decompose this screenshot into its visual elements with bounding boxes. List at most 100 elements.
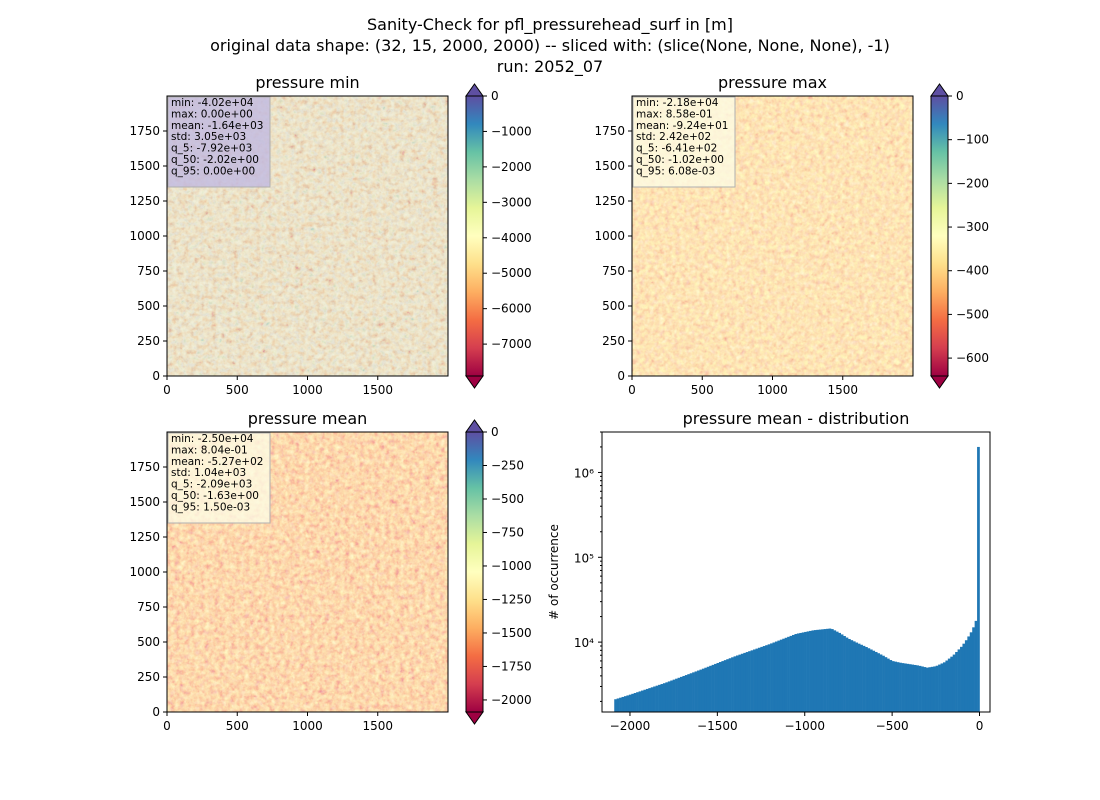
stats-box-background — [632, 96, 736, 188]
histogram-bar — [694, 671, 698, 712]
panel-title: pressure mean - distribution — [683, 409, 910, 428]
histogram-bar — [823, 629, 827, 712]
y-tick-label: 1500 — [129, 495, 160, 509]
colorbar-extend-max — [465, 419, 484, 433]
colorbar-extend-min — [465, 375, 484, 389]
histogram-bar — [687, 674, 691, 712]
histogram-bar — [904, 663, 907, 712]
histogram-bar — [923, 667, 927, 712]
stats-line: mean: -9.24e+01 — [636, 120, 728, 132]
y-tick-label: 1750 — [594, 124, 625, 138]
histogram-bar — [942, 662, 946, 712]
y-tick-label: 1000 — [594, 229, 625, 243]
histogram-bar — [852, 641, 856, 712]
histogram-bar — [908, 664, 912, 712]
x-tick-label: 1000 — [757, 383, 788, 397]
histogram-bar — [899, 662, 902, 712]
histogram-bar — [619, 697, 622, 712]
histogram-bar — [765, 645, 768, 712]
histogram-bar — [638, 691, 642, 712]
y-tick-label: 0 — [152, 705, 160, 719]
x-tick-label: −1000 — [784, 719, 825, 733]
histogram-bar — [733, 656, 737, 712]
histogram-bar — [830, 629, 834, 712]
histogram-bar — [921, 666, 924, 712]
stats-line: q_5: -6.41e+02 — [636, 143, 717, 155]
histogram-bar — [726, 659, 729, 712]
histogram-bar — [621, 696, 625, 712]
histogram-bar — [826, 628, 829, 712]
panel-title: pressure max — [718, 73, 827, 92]
histogram-bar — [626, 695, 630, 712]
y-tick-label: 500 — [137, 299, 160, 313]
histogram-bar — [969, 632, 973, 712]
histogram-bar — [762, 646, 766, 712]
histogram-bar — [777, 640, 781, 712]
x-tick-label: −1500 — [697, 719, 738, 733]
histogram-bar — [938, 664, 941, 712]
histogram-bar — [721, 661, 725, 712]
histogram-bar — [955, 651, 958, 712]
y-tick-label: 1500 — [129, 159, 160, 173]
histogram-bar — [697, 670, 700, 712]
y-tick-label: 500 — [137, 635, 160, 649]
panel-title: pressure min — [255, 73, 359, 92]
histogram-bar — [879, 654, 883, 712]
colorbar-tick-label: −4000 — [491, 231, 532, 245]
y-tick-label: 1250 — [129, 194, 160, 208]
histogram-bar — [855, 642, 859, 712]
x-tick-label: 500 — [226, 719, 249, 733]
colorbar-tick-label: −100 — [956, 133, 989, 147]
histogram-bar — [935, 665, 939, 712]
histogram-bar — [838, 632, 842, 712]
histogram-bar — [804, 631, 807, 712]
histogram-bar — [806, 631, 810, 712]
y-tick-label: 1000 — [129, 229, 160, 243]
colorbar-extend-max — [465, 83, 484, 97]
histogram-bar — [964, 640, 968, 712]
stats-line: max: 8.58e-01 — [636, 108, 713, 120]
histogram-bar — [716, 662, 720, 712]
histogram-bar — [886, 658, 890, 712]
histogram-bar — [706, 666, 710, 712]
histogram-panel: pressure mean - distribution −2000 −1500 −1… — [547, 409, 991, 733]
histogram-bar — [967, 636, 971, 712]
y-tick-label: 0 — [152, 369, 160, 383]
histogram-bar — [689, 673, 693, 712]
axes-frame — [601, 431, 991, 713]
histogram-bar — [648, 688, 652, 712]
colorbar-tick-label: −2000 — [491, 693, 532, 707]
histogram-bar — [701, 668, 705, 712]
y-tick-label: 250 — [602, 334, 625, 348]
stats-line: q_50: -2.02e+00 — [171, 154, 259, 166]
stats-line: max: 0.00e+00 — [171, 108, 253, 120]
colorbar-tick-label: −500 — [956, 307, 989, 321]
histogram-bar — [670, 680, 673, 712]
stats-line: std: 2.42e+02 — [636, 131, 711, 143]
histogram-bar — [631, 693, 635, 712]
figure-title-line: original data shape: (32, 15, 2000, 2000… — [210, 36, 890, 55]
histogram-bar — [760, 646, 764, 712]
histogram-bar — [665, 682, 669, 712]
colorbar-extend-max — [930, 83, 949, 97]
histogram-bar — [950, 656, 954, 712]
colorbar-tick-label: −600 — [956, 351, 989, 365]
colorbar-tick-label: −250 — [491, 458, 524, 472]
histogram-bar — [857, 643, 861, 712]
y-tick-label: 1000 — [129, 565, 160, 579]
y-tick-label: 10⁵ — [574, 551, 594, 565]
colorbar-tick-label: −1750 — [491, 659, 532, 673]
y-axis-label: # of occurrence — [547, 524, 561, 620]
histogram-bar — [874, 651, 878, 712]
y-tick-label: 750 — [602, 264, 625, 278]
histogram-bar — [845, 637, 849, 712]
histogram-bar — [972, 627, 975, 712]
histogram-bar — [818, 629, 822, 712]
colorbar-tick-label: −750 — [491, 525, 524, 539]
y-tick-label: 1500 — [594, 159, 625, 173]
histogram-bar — [894, 661, 898, 712]
histogram-bar — [877, 653, 880, 712]
histogram-bar — [650, 687, 654, 712]
